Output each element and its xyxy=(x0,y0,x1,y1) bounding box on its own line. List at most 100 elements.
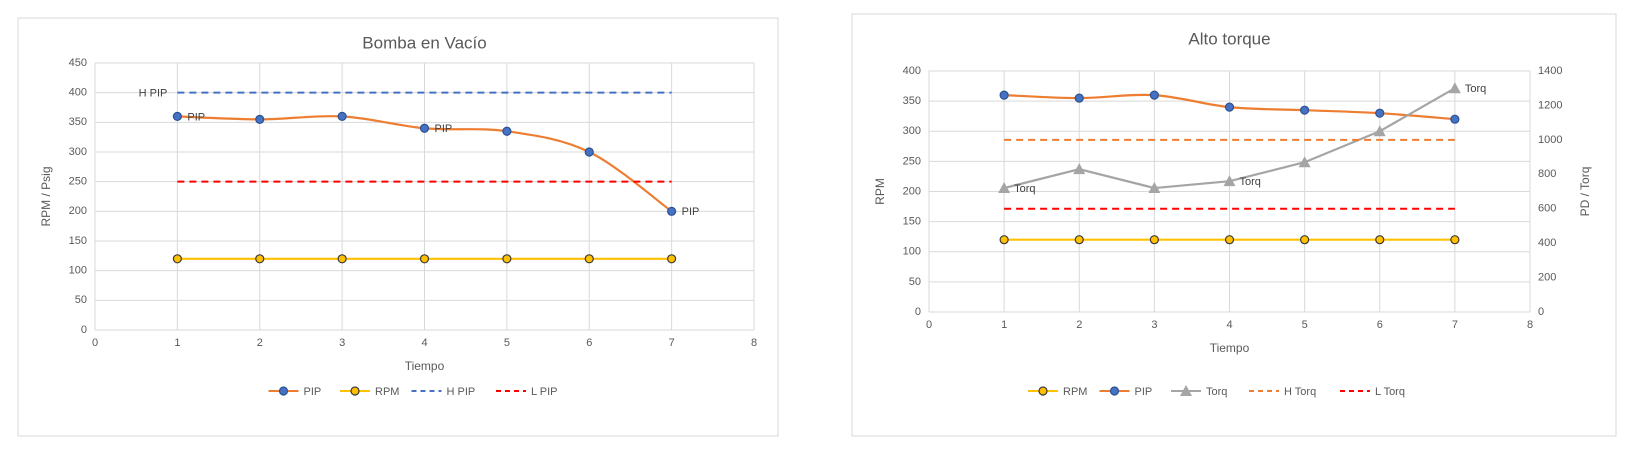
marker xyxy=(1300,235,1310,245)
marker xyxy=(1148,182,1161,194)
y2-tick-label: 600 xyxy=(1538,203,1556,215)
legend-label: PIP xyxy=(1135,386,1153,398)
data-label: PIP xyxy=(435,123,453,135)
y-tick-label: 250 xyxy=(903,155,921,167)
y-tick-label: 400 xyxy=(903,65,921,77)
y2-tick-label: 800 xyxy=(1538,168,1556,180)
x-tick-label: 4 xyxy=(421,337,427,349)
y2-tick-label: 1200 xyxy=(1538,99,1562,111)
marker xyxy=(667,254,677,264)
legend-marker xyxy=(350,386,360,396)
data-label: Torq xyxy=(1240,176,1261,188)
y-tick-label: 50 xyxy=(909,276,921,288)
marker xyxy=(419,254,430,264)
y-tick-label: 300 xyxy=(69,146,87,158)
y-axis-title: RPM / Psig xyxy=(39,166,53,226)
x-tick-label: 8 xyxy=(751,337,757,349)
legend-label: H Torq xyxy=(1284,386,1316,398)
y-tick-label: 150 xyxy=(69,235,87,247)
x-tick-label: 5 xyxy=(1302,319,1308,331)
data-label: PIP xyxy=(682,206,700,218)
y-tick-label: 400 xyxy=(69,87,87,99)
chart-frame xyxy=(851,13,1617,437)
y2-tick-label: 1400 xyxy=(1538,65,1562,77)
marker xyxy=(1300,105,1310,115)
y-tick-label: 200 xyxy=(69,205,87,217)
chart: Bomba en Vacío05010015020025030035040045… xyxy=(17,17,779,437)
marker xyxy=(998,182,1011,194)
data-label: PIP xyxy=(187,111,205,123)
marker xyxy=(667,206,677,216)
y2-tick-label: 200 xyxy=(1538,271,1556,283)
marker xyxy=(502,126,512,136)
chart-title: Bomba en Vacío xyxy=(362,33,486,52)
marker xyxy=(1298,156,1311,168)
marker xyxy=(419,123,430,133)
y2-tick-label: 0 xyxy=(1538,306,1544,318)
marker xyxy=(1073,163,1086,175)
marker xyxy=(1224,235,1235,245)
chart-title: Alto torque xyxy=(1188,29,1270,48)
marker xyxy=(255,114,265,124)
x-axis-title: Tiempo xyxy=(405,359,445,373)
marker xyxy=(1149,90,1159,100)
x-tick-label: 1 xyxy=(1001,319,1007,331)
marker xyxy=(1450,235,1460,245)
marker xyxy=(172,111,182,122)
y-tick-label: 350 xyxy=(903,95,921,107)
marker xyxy=(255,254,265,264)
x-tick-label: 1 xyxy=(174,337,180,349)
y-tick-label: 50 xyxy=(75,294,87,306)
x-tick-label: 5 xyxy=(504,337,510,349)
y-tick-label: 200 xyxy=(903,185,921,197)
legend-label: L PIP xyxy=(531,386,558,398)
marker xyxy=(337,111,347,122)
legend-label: RPM xyxy=(1063,386,1087,398)
x-tick-label: 0 xyxy=(926,319,932,331)
marker xyxy=(1074,235,1084,245)
x-tick-label: 2 xyxy=(1076,319,1082,331)
y-tick-label: 250 xyxy=(69,176,87,188)
legend-marker xyxy=(1180,385,1192,396)
marker xyxy=(1074,93,1084,103)
legend-label: L Torq xyxy=(1375,386,1405,398)
data-label: H PIP xyxy=(139,88,168,100)
marker xyxy=(584,147,594,157)
legend-label: H PIP xyxy=(447,386,476,398)
marker xyxy=(1373,125,1386,137)
marker xyxy=(502,254,512,264)
y-tick-label: 350 xyxy=(69,116,87,128)
y2-tick-label: 1000 xyxy=(1538,134,1562,146)
y-tick-label: 450 xyxy=(69,57,87,69)
x-tick-label: 6 xyxy=(586,337,592,349)
marker xyxy=(584,254,594,264)
marker xyxy=(1448,82,1461,94)
legend-marker xyxy=(1109,386,1120,396)
marker xyxy=(1223,175,1236,187)
x-tick-label: 2 xyxy=(257,337,263,349)
data-label: Torq xyxy=(1014,183,1035,195)
y-tick-label: 150 xyxy=(903,216,921,228)
y2-axis-title: PD / Torq xyxy=(1578,167,1592,217)
y2-tick-label: 400 xyxy=(1538,237,1556,249)
marker xyxy=(1450,114,1460,124)
marker xyxy=(1375,108,1385,118)
data-label: Torq xyxy=(1465,83,1486,95)
legend-marker xyxy=(278,386,289,396)
marker xyxy=(1224,102,1235,112)
marker xyxy=(999,235,1009,245)
x-axis-title: Tiempo xyxy=(1210,341,1250,355)
legend-label: Torq xyxy=(1206,386,1227,398)
marker xyxy=(1149,235,1159,245)
x-tick-label: 6 xyxy=(1377,319,1383,331)
x-tick-label: 3 xyxy=(1151,319,1157,331)
x-tick-label: 7 xyxy=(1452,319,1458,331)
legend-marker xyxy=(1038,386,1048,396)
y-tick-label: 100 xyxy=(903,246,921,258)
legend-label: RPM xyxy=(375,386,399,398)
y-tick-label: 0 xyxy=(915,306,921,318)
y-tick-label: 0 xyxy=(81,324,87,336)
y-tick-label: 300 xyxy=(903,125,921,137)
